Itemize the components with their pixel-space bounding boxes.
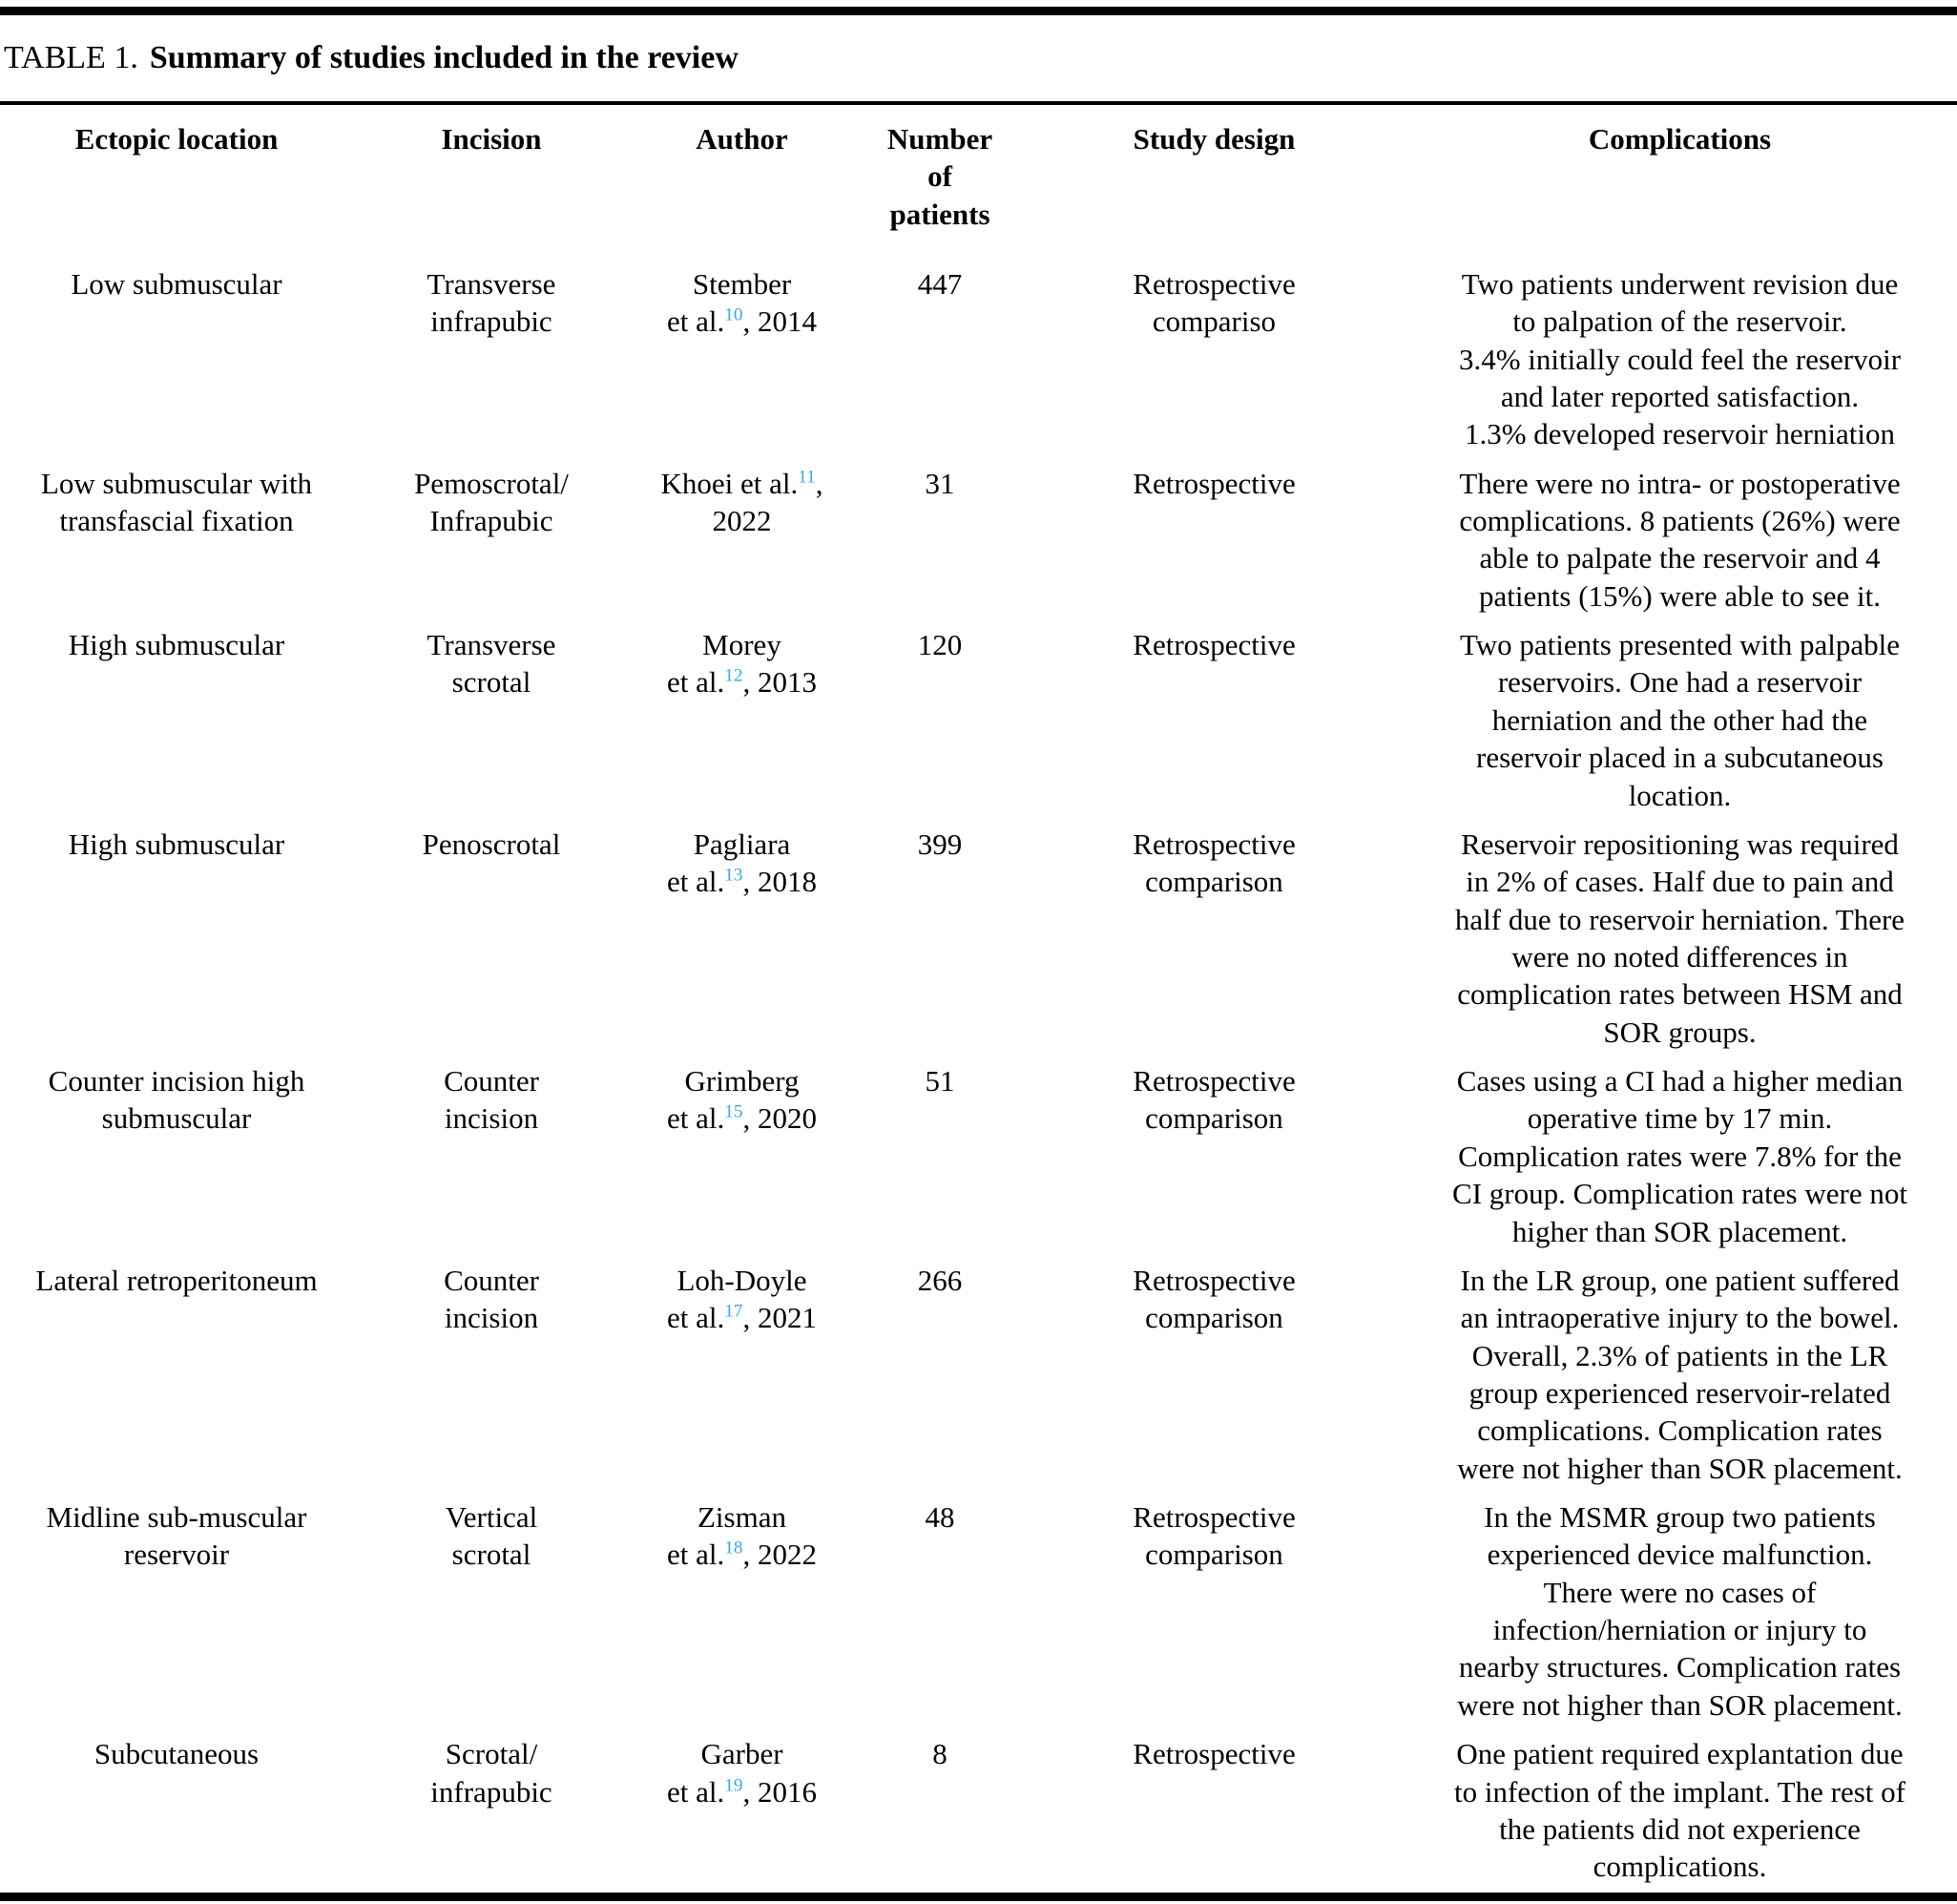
- author-year: , 2022: [712, 466, 823, 538]
- table-row: High submuscular Transverse scrotal More…: [0, 626, 1957, 826]
- complications-cell: In the MSMR group two patients experienc…: [1457, 1500, 1903, 1722]
- author-year: , 2016: [742, 1774, 817, 1809]
- author-year: , 2013: [742, 665, 817, 700]
- author-name: Grimberg et al.: [667, 1064, 800, 1136]
- incision-cell: Counter incision: [444, 1064, 539, 1136]
- ectopic-location-cell: Low submuscular: [71, 266, 282, 301]
- author-year: , 2018: [742, 865, 817, 899]
- table-row: Low submuscular Transverse infrapubic St…: [0, 265, 1957, 465]
- study-design-cell: Retrospective: [1133, 628, 1296, 662]
- study-design-cell: Retrospective comparison: [1133, 1263, 1296, 1335]
- header-row: Ectopic location Incision Author Number …: [0, 105, 1957, 265]
- incision-cell: Transverse scrotal: [427, 628, 556, 700]
- patients-cell: 31: [925, 466, 955, 500]
- col-header-author: Author: [696, 121, 788, 156]
- patients-cell: 51: [925, 1064, 955, 1098]
- incision-cell: Vertical scrotal: [445, 1500, 538, 1572]
- table-row: Lateral retroperitoneum Counter incision…: [0, 1262, 1957, 1498]
- studies-table: Ectopic location Incision Author Number …: [0, 105, 1957, 1897]
- complications-cell: Two patients underwent revision due to p…: [1458, 266, 1902, 451]
- author-name: Loh-Doyle et al.: [667, 1263, 807, 1335]
- col-header-ectopic-location: Ectopic location: [74, 121, 279, 156]
- table-title: Summary of studies included in the revie…: [149, 40, 739, 75]
- study-design-cell: Retrospective: [1133, 1737, 1296, 1771]
- table-row: Counter incision high submuscular Counte…: [0, 1062, 1957, 1262]
- citation-ref-link[interactable]: 18: [724, 1538, 743, 1559]
- complications-cell: Reservoir repositioning was required in …: [1454, 826, 1905, 1049]
- citation-ref-link[interactable]: 11: [798, 467, 816, 488]
- author-cell: Stember et al.10, 2014: [630, 265, 854, 465]
- ectopic-location-cell: Midline sub-muscular reservoir: [46, 1500, 307, 1572]
- header-rule: [0, 100, 1957, 105]
- table-caption: TABLE 1. Summary of studies included in t…: [0, 15, 1957, 101]
- author-year: , 2020: [742, 1101, 817, 1136]
- author-year: , 2021: [742, 1301, 817, 1335]
- col-header-incision: Incision: [441, 121, 542, 156]
- incision-cell: Pemoscrotal/ Infrapubic: [414, 466, 569, 538]
- complications-cell: One patient required explantation due to…: [1454, 1737, 1905, 1884]
- author-name: Morey et al.: [667, 628, 781, 700]
- complications-cell: There were no intra- or postoperative co…: [1459, 466, 1901, 613]
- ectopic-location-cell: Low submuscular with transfascial fixati…: [40, 466, 313, 538]
- complications-cell: Cases using a CI had a higher median ope…: [1452, 1064, 1907, 1248]
- author-name: Zisman et al.: [667, 1500, 786, 1572]
- author-cell: Loh-Doyle et al.17, 2021: [630, 1262, 854, 1498]
- col-header-study-design: Study design: [1133, 121, 1296, 156]
- citation-ref-link[interactable]: 13: [724, 865, 743, 886]
- incision-cell: Transverse infrapubic: [427, 266, 556, 339]
- incision-cell: Penoscrotal: [422, 826, 561, 861]
- author-cell: Pagliara et al.13, 2018: [630, 826, 854, 1062]
- ectopic-location-cell: High submuscular: [68, 628, 285, 662]
- citation-ref-link[interactable]: 17: [724, 1301, 743, 1322]
- author-name: Garber et al.: [667, 1737, 783, 1809]
- citation-ref-link[interactable]: 12: [724, 666, 743, 687]
- author-name: Stember et al.: [667, 266, 792, 339]
- incision-cell: Scrotal/ infrapubic: [430, 1737, 552, 1809]
- ectopic-location-cell: Subcutaneous: [94, 1737, 260, 1771]
- table-row: High submuscular Penoscrotal Pagliara et…: [0, 826, 1957, 1062]
- author-cell: Morey et al.12, 2013: [630, 626, 854, 826]
- study-design-cell: Retrospective: [1133, 466, 1296, 500]
- study-design-cell: Retrospective comparison: [1133, 826, 1296, 899]
- top-rule: [0, 7, 1957, 15]
- ectopic-location-cell: Counter incision high submuscular: [48, 1064, 305, 1136]
- patients-cell: 266: [917, 1263, 963, 1297]
- author-cell: Zisman et al.18, 2022: [630, 1498, 854, 1735]
- ectopic-location-cell: Lateral retroperitoneum: [35, 1263, 318, 1297]
- study-design-cell: Retrospective compariso: [1133, 266, 1296, 339]
- table-number-label: TABLE 1.: [4, 40, 138, 75]
- citation-ref-link[interactable]: 10: [724, 304, 743, 325]
- table-row: Subcutaneous Scrotal/ infrapubic Garber …: [0, 1735, 1957, 1896]
- author-name: Pagliara et al.: [667, 826, 791, 899]
- author-cell: Grimberg et al.15, 2020: [630, 1062, 854, 1262]
- study-design-cell: Retrospective comparison: [1133, 1500, 1296, 1572]
- patients-cell: 399: [917, 826, 963, 861]
- complications-cell: In the LR group, one patient suffered an…: [1457, 1263, 1903, 1485]
- citation-ref-link[interactable]: 15: [724, 1102, 743, 1123]
- patients-cell: 48: [925, 1500, 955, 1535]
- author-year: , 2022: [742, 1538, 817, 1572]
- author-year: , 2014: [742, 304, 817, 339]
- ectopic-location-cell: High submuscular: [68, 826, 285, 861]
- bottom-rule: [0, 1893, 1957, 1901]
- table-row: Midline sub-muscular reservoir Vertical …: [0, 1498, 1957, 1735]
- patients-cell: 120: [917, 628, 963, 662]
- col-header-complications: Complications: [1588, 121, 1772, 156]
- incision-cell: Counter incision: [444, 1263, 539, 1335]
- table-row: Low submuscular with transfascial fixati…: [0, 465, 1957, 626]
- col-header-number-of-patients: Number of patients: [886, 121, 993, 231]
- author-name: Khoei et al.: [660, 466, 799, 500]
- author-cell: Khoei et al.11, 2022: [630, 465, 854, 626]
- patients-cell: 8: [932, 1737, 947, 1771]
- study-design-cell: Retrospective comparison: [1133, 1064, 1296, 1136]
- complications-cell: Two patients presented with palpable res…: [1460, 628, 1900, 812]
- patients-cell: 447: [917, 266, 963, 301]
- citation-ref-link[interactable]: 19: [724, 1775, 743, 1796]
- author-cell: Garber et al.19, 2016: [630, 1735, 854, 1896]
